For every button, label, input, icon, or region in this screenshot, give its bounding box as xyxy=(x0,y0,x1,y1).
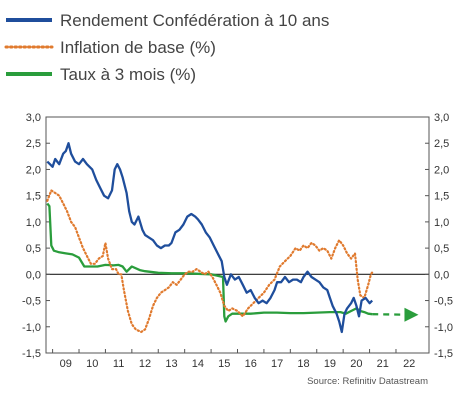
x-axis: 09 10 11 12 13 14 15 16 17 18 19 20 21 22 xyxy=(52,349,415,370)
x-tick-label: 17 xyxy=(271,358,283,370)
legend: Rendement Confédération à 10 ans Inflati… xyxy=(4,11,329,84)
forecast-arrow-icon xyxy=(404,307,419,322)
x-tick-label: 12 xyxy=(139,358,151,370)
y-tick-label-right: 1,0 xyxy=(434,217,449,229)
x-tick-label: 10 xyxy=(86,358,98,370)
x-tick-label: 09 xyxy=(60,358,72,370)
y-tick-label-left: 2,0 xyxy=(26,164,41,176)
x-tick-label: 16 xyxy=(245,358,257,370)
y-axis-left: 3,0 2,5 2,0 1,5 1,0 0,5 0,0 -0,5 -1,0 -1,5 xyxy=(22,112,50,360)
y-tick-label-left: -0,5 xyxy=(22,296,41,308)
series-yield-line xyxy=(46,142,374,334)
x-tick-label: 18 xyxy=(297,358,309,370)
x-tick-label: 19 xyxy=(324,358,336,370)
legend-label-inflation: Inflation de base (%) xyxy=(60,38,216,57)
y-tick-label-right: 1,5 xyxy=(434,191,449,203)
y-tick-label-left: 0,0 xyxy=(26,269,41,281)
y-tick-label-right: 2,5 xyxy=(434,138,449,150)
y-tick-label-left: 3,0 xyxy=(26,112,41,124)
legend-label-3m-rate: Taux à 3 mois (%) xyxy=(60,65,196,84)
y-tick-label-right: -1,5 xyxy=(434,348,453,360)
y-tick-label-left: 1,0 xyxy=(26,217,41,229)
y-tick-label-left: -1,0 xyxy=(22,322,41,334)
y-axis-right: 3,0 2,5 2,0 1,5 1,0 0,5 0,0 -0,5 -1,0 -1,5 xyxy=(425,112,453,360)
x-tick-label: 20 xyxy=(350,358,362,370)
source-note: Source: Refinitiv Datastream xyxy=(307,376,428,387)
legend-label-yield: Rendement Confédération à 10 ans xyxy=(60,11,329,30)
y-tick-label-right: 0,0 xyxy=(434,269,449,281)
series-layer xyxy=(46,142,419,334)
x-tick-label: 21 xyxy=(377,358,389,370)
y-tick-label-left: 1,5 xyxy=(26,191,41,203)
y-tick-label-right: 2,0 xyxy=(434,164,449,176)
y-tick-label-right: 0,5 xyxy=(434,243,449,255)
y-tick-label-right: -0,5 xyxy=(434,296,453,308)
x-tick-label: 15 xyxy=(218,358,230,370)
y-tick-label-left: 2,5 xyxy=(26,138,41,150)
y-tick-label-right: 3,0 xyxy=(434,112,449,124)
forecast-3m-rate-line xyxy=(372,313,407,316)
x-tick-label: 22 xyxy=(403,358,415,370)
x-tick-label: 14 xyxy=(192,358,204,370)
plot-frame xyxy=(45,116,430,354)
x-tick-label: 13 xyxy=(165,358,177,370)
y-tick-label-right: -1,0 xyxy=(434,322,453,334)
y-tick-label-left: -1,5 xyxy=(22,348,41,360)
y-tick-label-left: 0,5 xyxy=(26,243,41,255)
x-tick-label: 11 xyxy=(113,358,124,370)
series-inflation-line xyxy=(46,189,374,334)
